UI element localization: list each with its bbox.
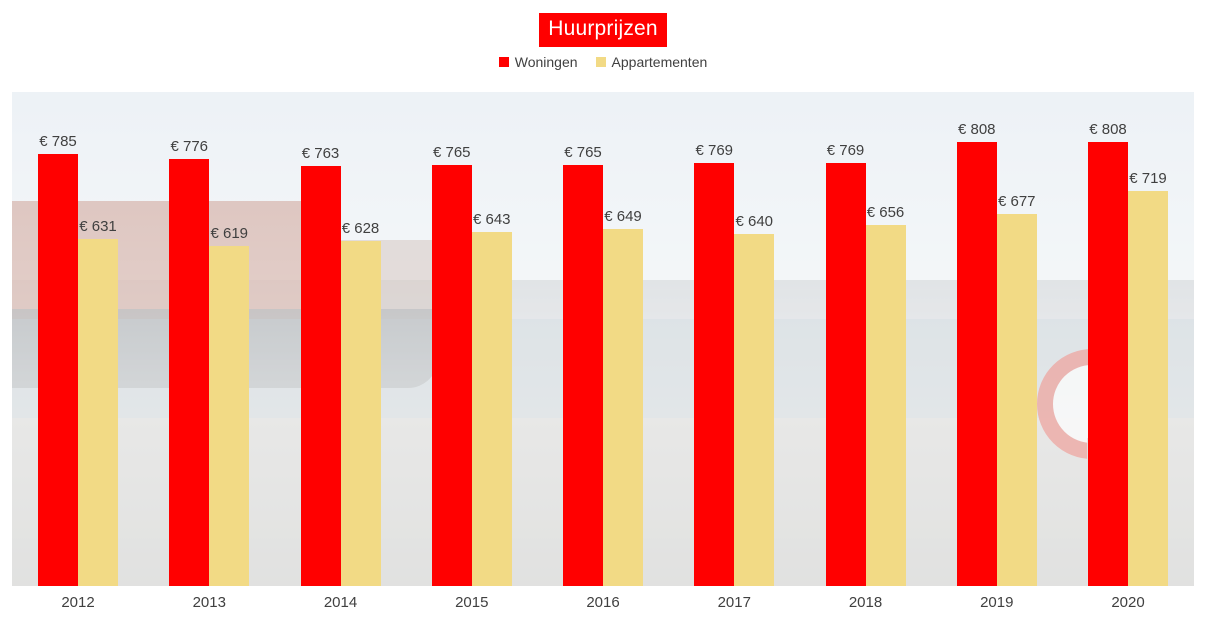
value-label: € 808 <box>957 121 996 138</box>
year-group-2014: € 763 € 628 2014 <box>300 92 381 611</box>
x-axis-label: 2014 <box>323 594 358 611</box>
value-label: € 769 <box>695 142 734 159</box>
value-label: € 719 <box>1129 170 1167 187</box>
plot-area: € 785 € 631 2012 € 776 € 619 2013 € 763 € 628 20… <box>12 92 1194 611</box>
legend-label: Appartementen <box>611 54 708 70</box>
x-axis-label: 2019 <box>980 594 1014 611</box>
woningen-bar: € 808 <box>956 121 997 586</box>
value-label: € 649 <box>604 208 642 225</box>
x-axis-label: 2020 <box>1111 594 1145 611</box>
x-axis-label: 2012 <box>61 594 95 611</box>
year-group-2020: € 808 € 719 2020 <box>1088 92 1168 611</box>
woningen-bar: € 765 <box>431 144 472 586</box>
year-group-2012: € 785 € 631 2012 <box>38 92 118 611</box>
appartementen-bar: € 643 <box>471 211 512 586</box>
woningen-bar: € 763 <box>300 145 341 586</box>
appartementen-bar: € 628 <box>340 220 381 586</box>
value-label: € 628 <box>341 220 380 237</box>
value-label: € 677 <box>997 193 1036 210</box>
chart-header: Huurprijzen <box>0 0 1206 47</box>
appartementen-bar: € 640 <box>734 213 775 586</box>
value-label: € 808 <box>1089 121 1127 138</box>
x-axis-label: 2016 <box>586 594 620 611</box>
value-label: € 656 <box>866 204 905 221</box>
bar-pair: € 785 € 631 <box>38 92 118 586</box>
bar-pair: € 808 € 677 <box>956 92 1037 586</box>
legend-swatch-icon <box>498 57 509 67</box>
year-group-2013: € 776 € 619 2013 <box>169 92 250 611</box>
x-axis-label: 2017 <box>717 594 751 611</box>
x-axis-label: 2015 <box>455 594 489 611</box>
value-label: € 619 <box>210 225 249 242</box>
bar-pair: € 769 € 656 <box>825 92 906 586</box>
woningen-bar: € 785 <box>38 133 78 586</box>
woningen-bar: € 776 <box>169 138 210 586</box>
bar-pair: € 765 € 643 <box>431 92 512 586</box>
year-group-2015: € 765 € 643 2015 <box>431 92 512 611</box>
value-label: € 785 <box>39 133 77 150</box>
x-axis-label: 2013 <box>192 594 226 611</box>
appartementen-bar: € 631 <box>78 218 118 586</box>
legend-item-appartementen[interactable]: Appartementen <box>595 54 708 70</box>
bar-groups: € 785 € 631 2012 € 776 € 619 2013 € 763 € 628 20… <box>12 92 1194 611</box>
bar-pair: € 765 € 649 <box>563 92 643 586</box>
value-label: € 765 <box>432 144 471 161</box>
legend: Woningen Appartementen <box>0 54 1206 70</box>
appartementen-bar: € 649 <box>603 208 643 586</box>
value-label: € 776 <box>170 138 209 155</box>
bar-pair: € 769 € 640 <box>694 92 775 586</box>
legend-swatch-icon <box>595 57 606 67</box>
x-axis-label: 2018 <box>848 594 883 611</box>
appartementen-bar: € 719 <box>1128 170 1168 586</box>
woningen-bar: € 769 <box>694 142 735 586</box>
woningen-bar: € 769 <box>825 142 866 586</box>
legend-label: Woningen <box>514 54 578 70</box>
woningen-bar: € 808 <box>1088 121 1128 586</box>
bar-pair: € 776 € 619 <box>169 92 250 586</box>
appartementen-bar: € 656 <box>865 204 906 586</box>
value-label: € 769 <box>826 142 865 159</box>
woningen-bar: € 765 <box>563 144 603 586</box>
bar-pair: € 808 € 719 <box>1088 92 1168 586</box>
value-label: € 640 <box>735 213 774 230</box>
appartementen-bar: € 677 <box>996 193 1037 586</box>
year-group-2017: € 769 € 640 2017 <box>694 92 775 611</box>
value-label: € 765 <box>564 144 602 161</box>
value-label: € 631 <box>79 218 117 235</box>
value-label: € 643 <box>472 211 511 228</box>
bar-pair: € 763 € 628 <box>300 92 381 586</box>
year-group-2016: € 765 € 649 2016 <box>563 92 643 611</box>
year-group-2019: € 808 € 677 2019 <box>956 92 1037 611</box>
legend-item-woningen[interactable]: Woningen <box>498 54 578 70</box>
year-group-2018: € 769 € 656 2018 <box>825 92 906 611</box>
value-label: € 763 <box>301 145 340 162</box>
chart-title: Huurprijzen <box>539 13 667 47</box>
appartementen-bar: € 619 <box>209 225 250 586</box>
